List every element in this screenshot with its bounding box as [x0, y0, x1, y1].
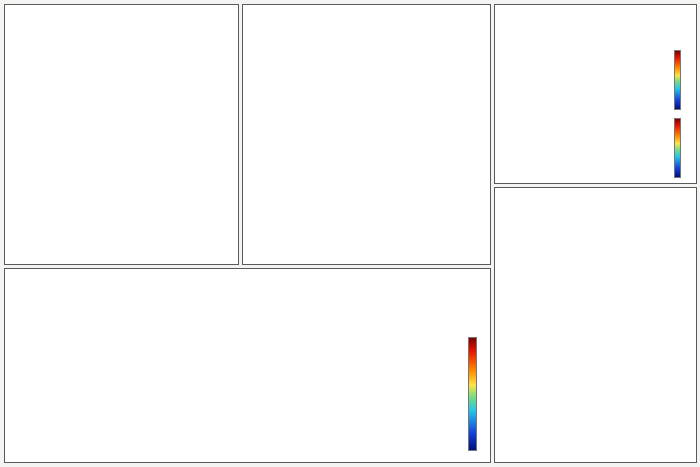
panel-distribution-title — [495, 5, 696, 8]
eeg-cap-photo — [133, 136, 199, 234]
panel-average-title — [5, 269, 490, 272]
jdensity-bar-chart — [165, 286, 319, 460]
hippocampus-montage-grid — [308, 321, 490, 461]
panel-tables-title — [495, 188, 696, 191]
hippo-colorbar — [468, 337, 477, 451]
head-circuit-graphic — [13, 29, 118, 133]
subject-triplanar-mri — [257, 99, 353, 217]
panel-tis-title — [5, 5, 238, 8]
panel-distribution — [494, 4, 697, 184]
panel-conductivity-title — [243, 5, 490, 8]
panel-max-tables — [494, 187, 697, 463]
jdensity-colorbar — [674, 118, 681, 178]
panel-average — [4, 268, 491, 463]
efield-bar-chart — [11, 286, 165, 460]
efield-colorbar — [674, 50, 681, 110]
panel-conductivity — [242, 4, 491, 265]
panel-tis-schematic — [4, 4, 239, 265]
circuit-diagram — [13, 29, 118, 133]
electrode-layout-diagram — [201, 136, 243, 234]
